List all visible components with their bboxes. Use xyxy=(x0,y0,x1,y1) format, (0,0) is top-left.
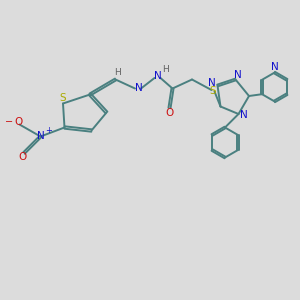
Text: S: S xyxy=(210,86,216,97)
Text: N: N xyxy=(154,70,161,81)
Text: O: O xyxy=(18,152,27,162)
Text: H: H xyxy=(115,68,121,77)
Text: N: N xyxy=(208,78,216,88)
Text: N: N xyxy=(234,70,242,80)
Text: +: + xyxy=(46,126,52,135)
Text: −: − xyxy=(5,116,13,127)
Text: O: O xyxy=(165,108,174,118)
Text: N: N xyxy=(37,130,44,141)
Text: S: S xyxy=(60,93,66,103)
Text: N: N xyxy=(135,82,142,93)
Text: N: N xyxy=(271,62,279,72)
Text: O: O xyxy=(15,117,23,128)
Text: H: H xyxy=(163,65,169,74)
Text: N: N xyxy=(240,110,248,121)
